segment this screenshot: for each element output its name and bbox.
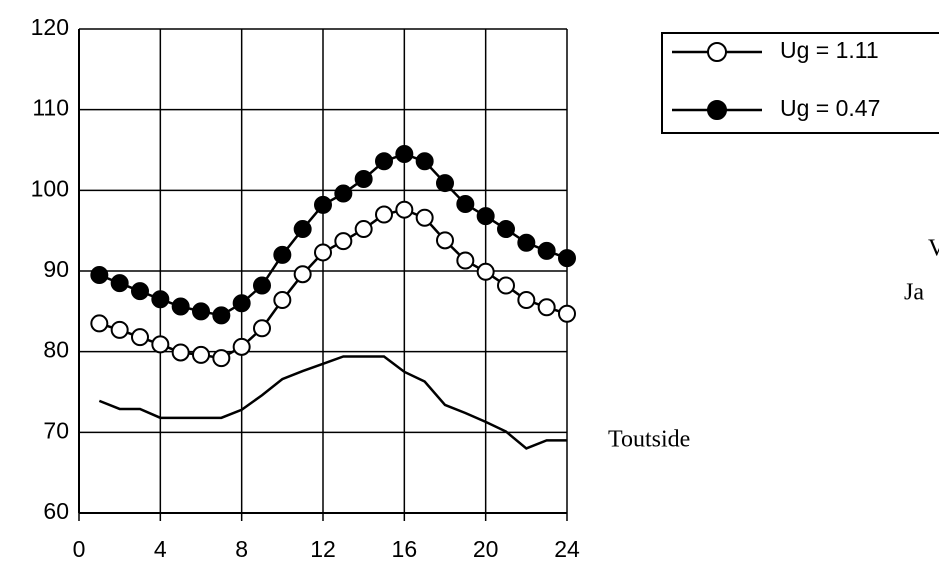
marker: [131, 282, 149, 301]
x-tick-label: 4: [154, 536, 167, 562]
annotation: V: [928, 236, 939, 262]
x-tick-label: 20: [473, 536, 499, 562]
y-tick-label: 80: [43, 337, 69, 363]
marker: [517, 291, 536, 310]
marker: [436, 231, 454, 250]
marker: [334, 184, 353, 203]
marker: [375, 152, 393, 171]
marker: [375, 205, 393, 224]
marker: [151, 290, 170, 309]
series-line: [98, 152, 568, 317]
series-label: Toutside: [608, 427, 690, 453]
marker: [497, 276, 515, 295]
marker: [212, 306, 231, 325]
marker: [314, 243, 332, 262]
marker: [192, 345, 210, 364]
marker: [293, 220, 312, 239]
marker: [537, 241, 556, 260]
y-tick-label: 110: [32, 95, 69, 121]
marker: [171, 297, 190, 316]
marker: [171, 343, 190, 362]
y-tick-label: 90: [43, 256, 69, 282]
legend-label: Ug = 0.47: [780, 95, 880, 121]
marker: [273, 291, 292, 310]
marker: [334, 232, 353, 251]
marker: [192, 302, 210, 321]
legend-label: Ug = 1.11: [780, 37, 879, 63]
marker: [151, 335, 170, 354]
marker: [415, 152, 434, 171]
legend-box: [661, 32, 939, 134]
marker: [537, 298, 556, 317]
marker: [558, 304, 576, 323]
marker: [558, 249, 576, 268]
y-tick-label: 100: [31, 175, 69, 201]
x-tick-label: 24: [554, 536, 580, 562]
marker: [497, 220, 515, 239]
marker: [436, 174, 454, 193]
marker: [253, 319, 271, 338]
x-tick-label: 16: [392, 536, 418, 562]
marker: [131, 328, 149, 347]
marker: [395, 145, 414, 164]
marker: [395, 200, 414, 219]
marker: [110, 274, 129, 293]
marker: [456, 251, 475, 270]
marker: [517, 233, 536, 252]
x-tick-label: 0: [73, 536, 86, 562]
marker: [293, 265, 312, 284]
marker: [415, 208, 434, 227]
y-tick-label: 70: [43, 417, 69, 443]
marker: [354, 170, 373, 189]
legend-marker: [707, 42, 727, 62]
series-line: [98, 208, 568, 360]
marker: [232, 294, 251, 313]
series-line: [98, 355, 567, 450]
marker: [456, 195, 475, 214]
marker: [314, 195, 332, 214]
x-tick-label: 8: [235, 536, 248, 562]
marker: [273, 245, 292, 264]
marker: [110, 320, 129, 339]
marker: [90, 266, 109, 285]
marker: [476, 262, 495, 281]
legend-marker: [707, 100, 727, 120]
x-tick-label: 12: [310, 536, 336, 562]
y-tick-label: 120: [31, 14, 69, 40]
marker: [232, 337, 251, 356]
marker: [476, 207, 495, 226]
marker: [354, 220, 373, 239]
y-tick-label: 60: [43, 498, 69, 524]
marker: [90, 314, 109, 333]
annotation: Ja: [904, 280, 924, 306]
marker: [253, 276, 271, 295]
marker: [212, 349, 231, 368]
